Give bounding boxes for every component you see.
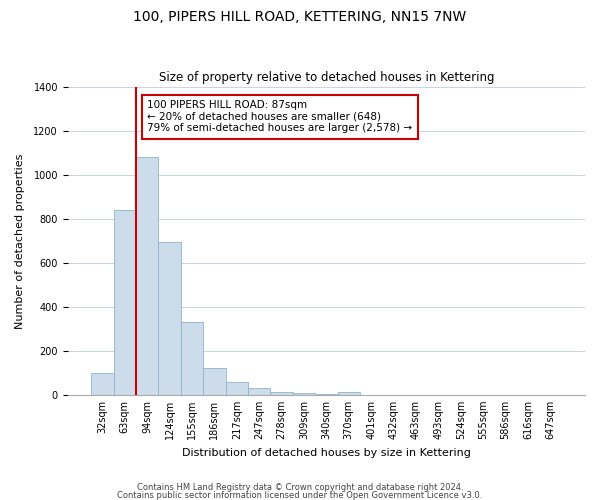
Bar [181, 322, 203, 395]
Bar [203, 368, 226, 395]
Bar [315, 394, 338, 395]
Bar [293, 393, 315, 395]
Bar [338, 392, 360, 395]
Bar [226, 382, 248, 395]
Bar [113, 210, 136, 395]
Y-axis label: Number of detached properties: Number of detached properties [15, 153, 25, 328]
Bar [271, 392, 293, 395]
Bar [248, 388, 271, 395]
X-axis label: Distribution of detached houses by size in Kettering: Distribution of detached houses by size … [182, 448, 471, 458]
Text: Contains public sector information licensed under the Open Government Licence v3: Contains public sector information licen… [118, 490, 482, 500]
Text: 100 PIPERS HILL ROAD: 87sqm
← 20% of detached houses are smaller (648)
79% of se: 100 PIPERS HILL ROAD: 87sqm ← 20% of det… [147, 100, 412, 134]
Bar [91, 373, 113, 395]
Text: Contains HM Land Registry data © Crown copyright and database right 2024.: Contains HM Land Registry data © Crown c… [137, 484, 463, 492]
Bar [158, 242, 181, 395]
Title: Size of property relative to detached houses in Kettering: Size of property relative to detached ho… [158, 72, 494, 85]
Text: 100, PIPERS HILL ROAD, KETTERING, NN15 7NW: 100, PIPERS HILL ROAD, KETTERING, NN15 7… [133, 10, 467, 24]
Bar [136, 158, 158, 395]
